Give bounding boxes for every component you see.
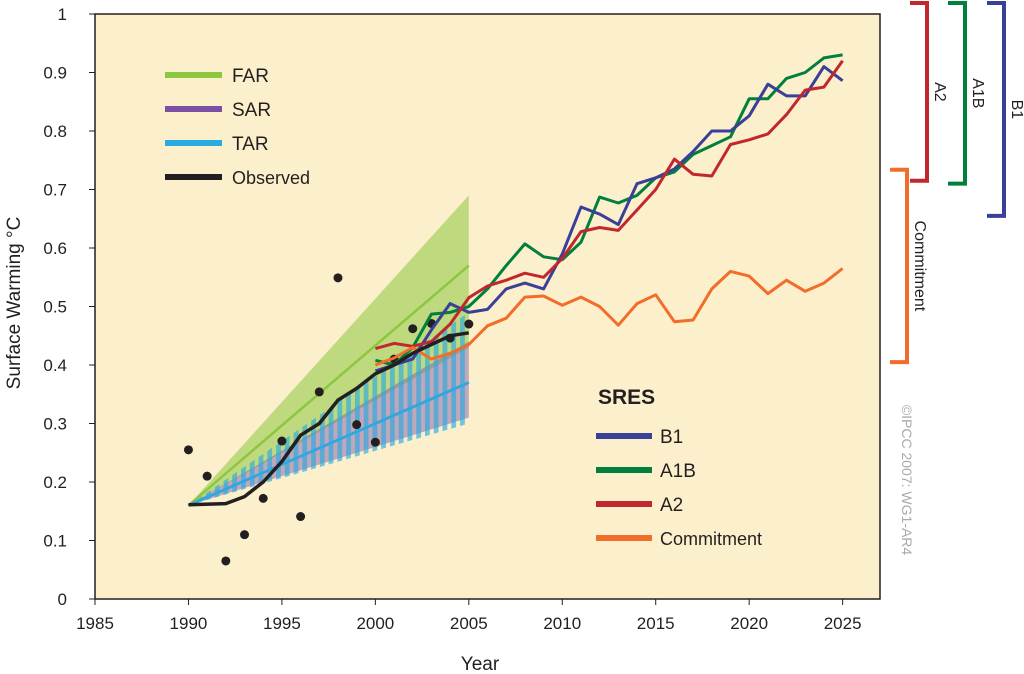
y-tick-label-1: 1 <box>58 5 67 24</box>
b1-line <box>374 65 844 373</box>
legend-label-sar: SAR <box>232 100 271 121</box>
sres-legend: SRES B1 A1B A2 Commitment <box>596 386 762 549</box>
observed-point <box>370 437 380 447</box>
y-tick-label-0.9: 0.9 <box>43 64 67 83</box>
tar-range-stripe <box>416 345 422 439</box>
sres-label-a2: A2 <box>660 495 683 516</box>
observed-point <box>333 273 343 283</box>
observed-point <box>221 556 231 566</box>
sres-label-commitment: Commitment <box>660 529 762 549</box>
far-central-line <box>187 264 470 507</box>
far-range <box>188 195 469 506</box>
x-axis: 1985 1990 1995 2000 2005 2010 2015 2020 2025 <box>76 599 862 633</box>
x-tick-label-2010: 2010 <box>543 614 581 633</box>
scenario-brackets: A2 A1B B1 Commitment <box>890 1 1024 365</box>
observed-point <box>314 387 324 397</box>
y-tick-label-0.2: 0.2 <box>43 473 67 492</box>
tar-range-stripe <box>372 375 378 452</box>
plot-background <box>95 14 880 599</box>
tar-range-stripe <box>460 315 465 427</box>
tar-range-stripe <box>389 363 395 447</box>
y-tick-label-0.5: 0.5 <box>43 298 67 317</box>
y-tick-label-0.6: 0.6 <box>43 239 67 258</box>
tar-range-stripe <box>232 471 238 493</box>
observed-point <box>296 512 306 522</box>
legend-label-observed: Observed <box>232 168 310 188</box>
tar-range-stripe <box>442 327 448 432</box>
tar-range-stripe <box>381 369 387 450</box>
tar-range-stripe <box>337 399 343 462</box>
y-axis: 0 0.1 0.2 0.3 0.4 0.5 0.6 0.7 0.8 0.9 1 <box>43 5 95 609</box>
a2-bracket-label: A2 <box>931 82 948 102</box>
copyright-credit: ©IPCC 2007: WG1-AR4 <box>899 405 915 556</box>
tar-range-stripe <box>398 357 404 444</box>
a2-bracket <box>910 1 929 183</box>
tar-range-stripe <box>425 339 430 437</box>
tar-range-stripe <box>319 411 325 468</box>
observed-point <box>277 436 287 446</box>
tar-range-stripe <box>311 417 316 470</box>
tar-range-stripe <box>302 423 308 473</box>
b1-bracket <box>987 1 1006 218</box>
tar-range-stripe <box>241 465 246 491</box>
sres-label-a1b: A1B <box>660 461 696 482</box>
data-series <box>188 53 844 507</box>
x-tick-label-1995: 1995 <box>263 614 301 633</box>
tar-range-stripe <box>258 453 264 485</box>
a2-line <box>374 59 844 351</box>
observed-smoothed-line <box>188 331 470 507</box>
legend-label-tar: TAR <box>232 134 269 155</box>
x-tick-label-2000: 2000 <box>356 614 394 633</box>
x-tick-label-1990: 1990 <box>170 614 208 633</box>
a1b-line <box>375 53 843 367</box>
b1-bracket-label: B1 <box>1008 100 1024 120</box>
tar-range-stripe <box>407 351 413 442</box>
tar-range-stripe <box>249 459 255 488</box>
sres-legend-title: SRES <box>598 386 655 409</box>
sres-label-b1: B1 <box>660 427 683 448</box>
assessment-legend: FAR SAR TAR Observed <box>165 66 310 188</box>
tar-range-stripe <box>451 321 457 429</box>
observed-point <box>408 324 418 334</box>
x-tick-label-2020: 2020 <box>730 614 768 633</box>
a1b-bracket-label: A1B <box>969 78 986 108</box>
tar-range-stripe <box>328 405 334 465</box>
tar-range-stripe <box>346 393 351 460</box>
commitment-line <box>374 267 844 367</box>
y-tick-label-0.1: 0.1 <box>43 532 67 551</box>
projection-ranges <box>187 195 470 507</box>
x-tick-label-2015: 2015 <box>637 614 675 633</box>
y-axis-title: Surface Warming °C <box>4 217 25 390</box>
y-tick-label-0.3: 0.3 <box>43 415 67 434</box>
tar-range-stripe <box>363 381 369 455</box>
a1b-bracket <box>948 1 967 186</box>
y-tick-label-0.4: 0.4 <box>43 356 67 375</box>
observed-point <box>258 493 268 503</box>
x-axis-title: Year <box>461 654 500 674</box>
x-tick-label-2025: 2025 <box>824 614 862 633</box>
commitment-bracket <box>890 167 909 365</box>
tar-range-stripe <box>433 333 439 434</box>
observed-point <box>352 420 362 430</box>
x-tick-label-1985: 1985 <box>76 614 114 633</box>
x-tick-label-2005: 2005 <box>450 614 488 633</box>
legend-label-far: FAR <box>232 66 269 87</box>
observed-point <box>464 319 474 329</box>
y-tick-label-0: 0 <box>58 590 67 609</box>
tar-central-line <box>187 381 470 507</box>
y-tick-label-0.8: 0.8 <box>43 122 67 141</box>
observed-point <box>183 445 193 455</box>
observed-point <box>202 471 212 481</box>
commitment-bracket-label: Commitment <box>911 221 928 312</box>
tar-range-stripe <box>276 441 281 480</box>
observed-point <box>240 530 250 540</box>
y-tick-label-0.7: 0.7 <box>43 181 67 200</box>
